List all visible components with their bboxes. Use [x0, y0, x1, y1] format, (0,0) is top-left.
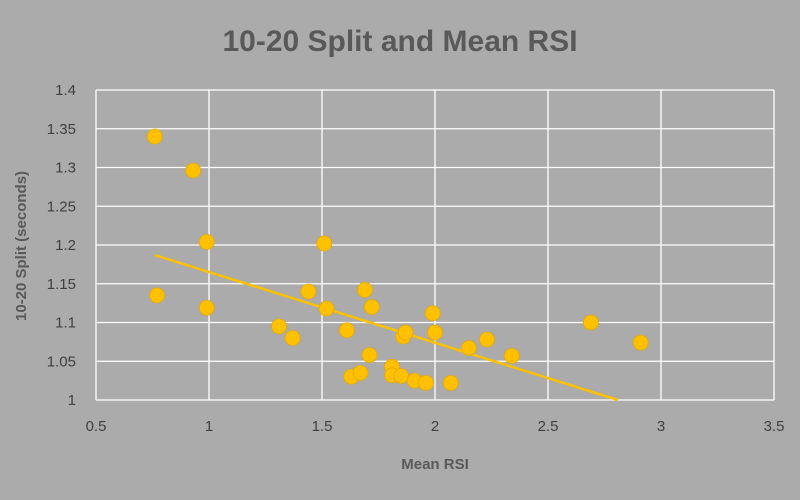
y-tick-label: 1	[68, 392, 76, 409]
y-tick-label: 1.2	[55, 237, 76, 254]
scatter-point	[424, 305, 441, 322]
x-tick-label: 3	[657, 418, 665, 435]
y-tick-label: 1.35	[47, 121, 76, 138]
scatter-point	[316, 235, 333, 252]
scatter-point	[427, 324, 443, 341]
scatter-point	[361, 347, 378, 363]
x-axis-ticks: 0.5 1 1.5 2 2.5 3 3.5	[86, 418, 785, 435]
scatter-point	[338, 322, 355, 339]
scatter-point	[149, 287, 165, 304]
y-tick-label: 1.05	[47, 353, 76, 370]
scatter-point	[271, 318, 287, 335]
chart-title: 10-20 Split and Mean RSI	[222, 25, 577, 58]
x-tick-label: 1	[205, 418, 213, 435]
trendline-layer	[154, 253, 619, 402]
y-tick-label: 1.1	[55, 315, 76, 332]
scatter-point	[632, 334, 649, 351]
scatter-point	[300, 283, 317, 300]
data-points	[146, 128, 649, 391]
gridlines	[95, 89, 775, 401]
x-tick-label: 1.5	[312, 418, 333, 435]
x-tick-label: 2.5	[538, 418, 559, 435]
scatter-point	[185, 162, 202, 179]
scatter-point	[503, 347, 520, 364]
trendline	[154, 253, 619, 402]
scatter-point	[442, 375, 459, 391]
y-axis-title: 10-20 Split (seconds)	[13, 171, 30, 321]
x-tick-label: 3.5	[764, 418, 785, 435]
x-tick-label: 0.5	[86, 418, 107, 435]
scatter-point	[363, 299, 380, 315]
y-tick-label: 1.15	[47, 276, 76, 293]
scatter-point	[357, 282, 373, 298]
scatter-point	[418, 375, 434, 391]
scatter-point	[460, 340, 477, 356]
y-tick-label: 1.4	[55, 82, 76, 99]
x-tick-label: 2	[431, 418, 439, 435]
scatter-point	[583, 314, 599, 331]
scatter-point	[352, 364, 369, 381]
scatter-point	[479, 331, 495, 348]
y-tick-label: 1.3	[55, 160, 76, 177]
scatter-point	[318, 300, 335, 317]
scatter-point	[397, 324, 414, 341]
y-tick-label: 1.25	[47, 198, 76, 215]
scatter-point	[198, 233, 215, 250]
y-axis-ticks: 1 1.05 1.1 1.15 1.2 1.25 1.3 1.35 1.4	[47, 82, 76, 409]
x-axis-title: Mean RSI	[401, 456, 469, 473]
scatter-point	[284, 330, 301, 346]
scatter-point	[146, 128, 163, 145]
scatter-point	[393, 368, 410, 384]
scatter-point	[198, 299, 215, 316]
